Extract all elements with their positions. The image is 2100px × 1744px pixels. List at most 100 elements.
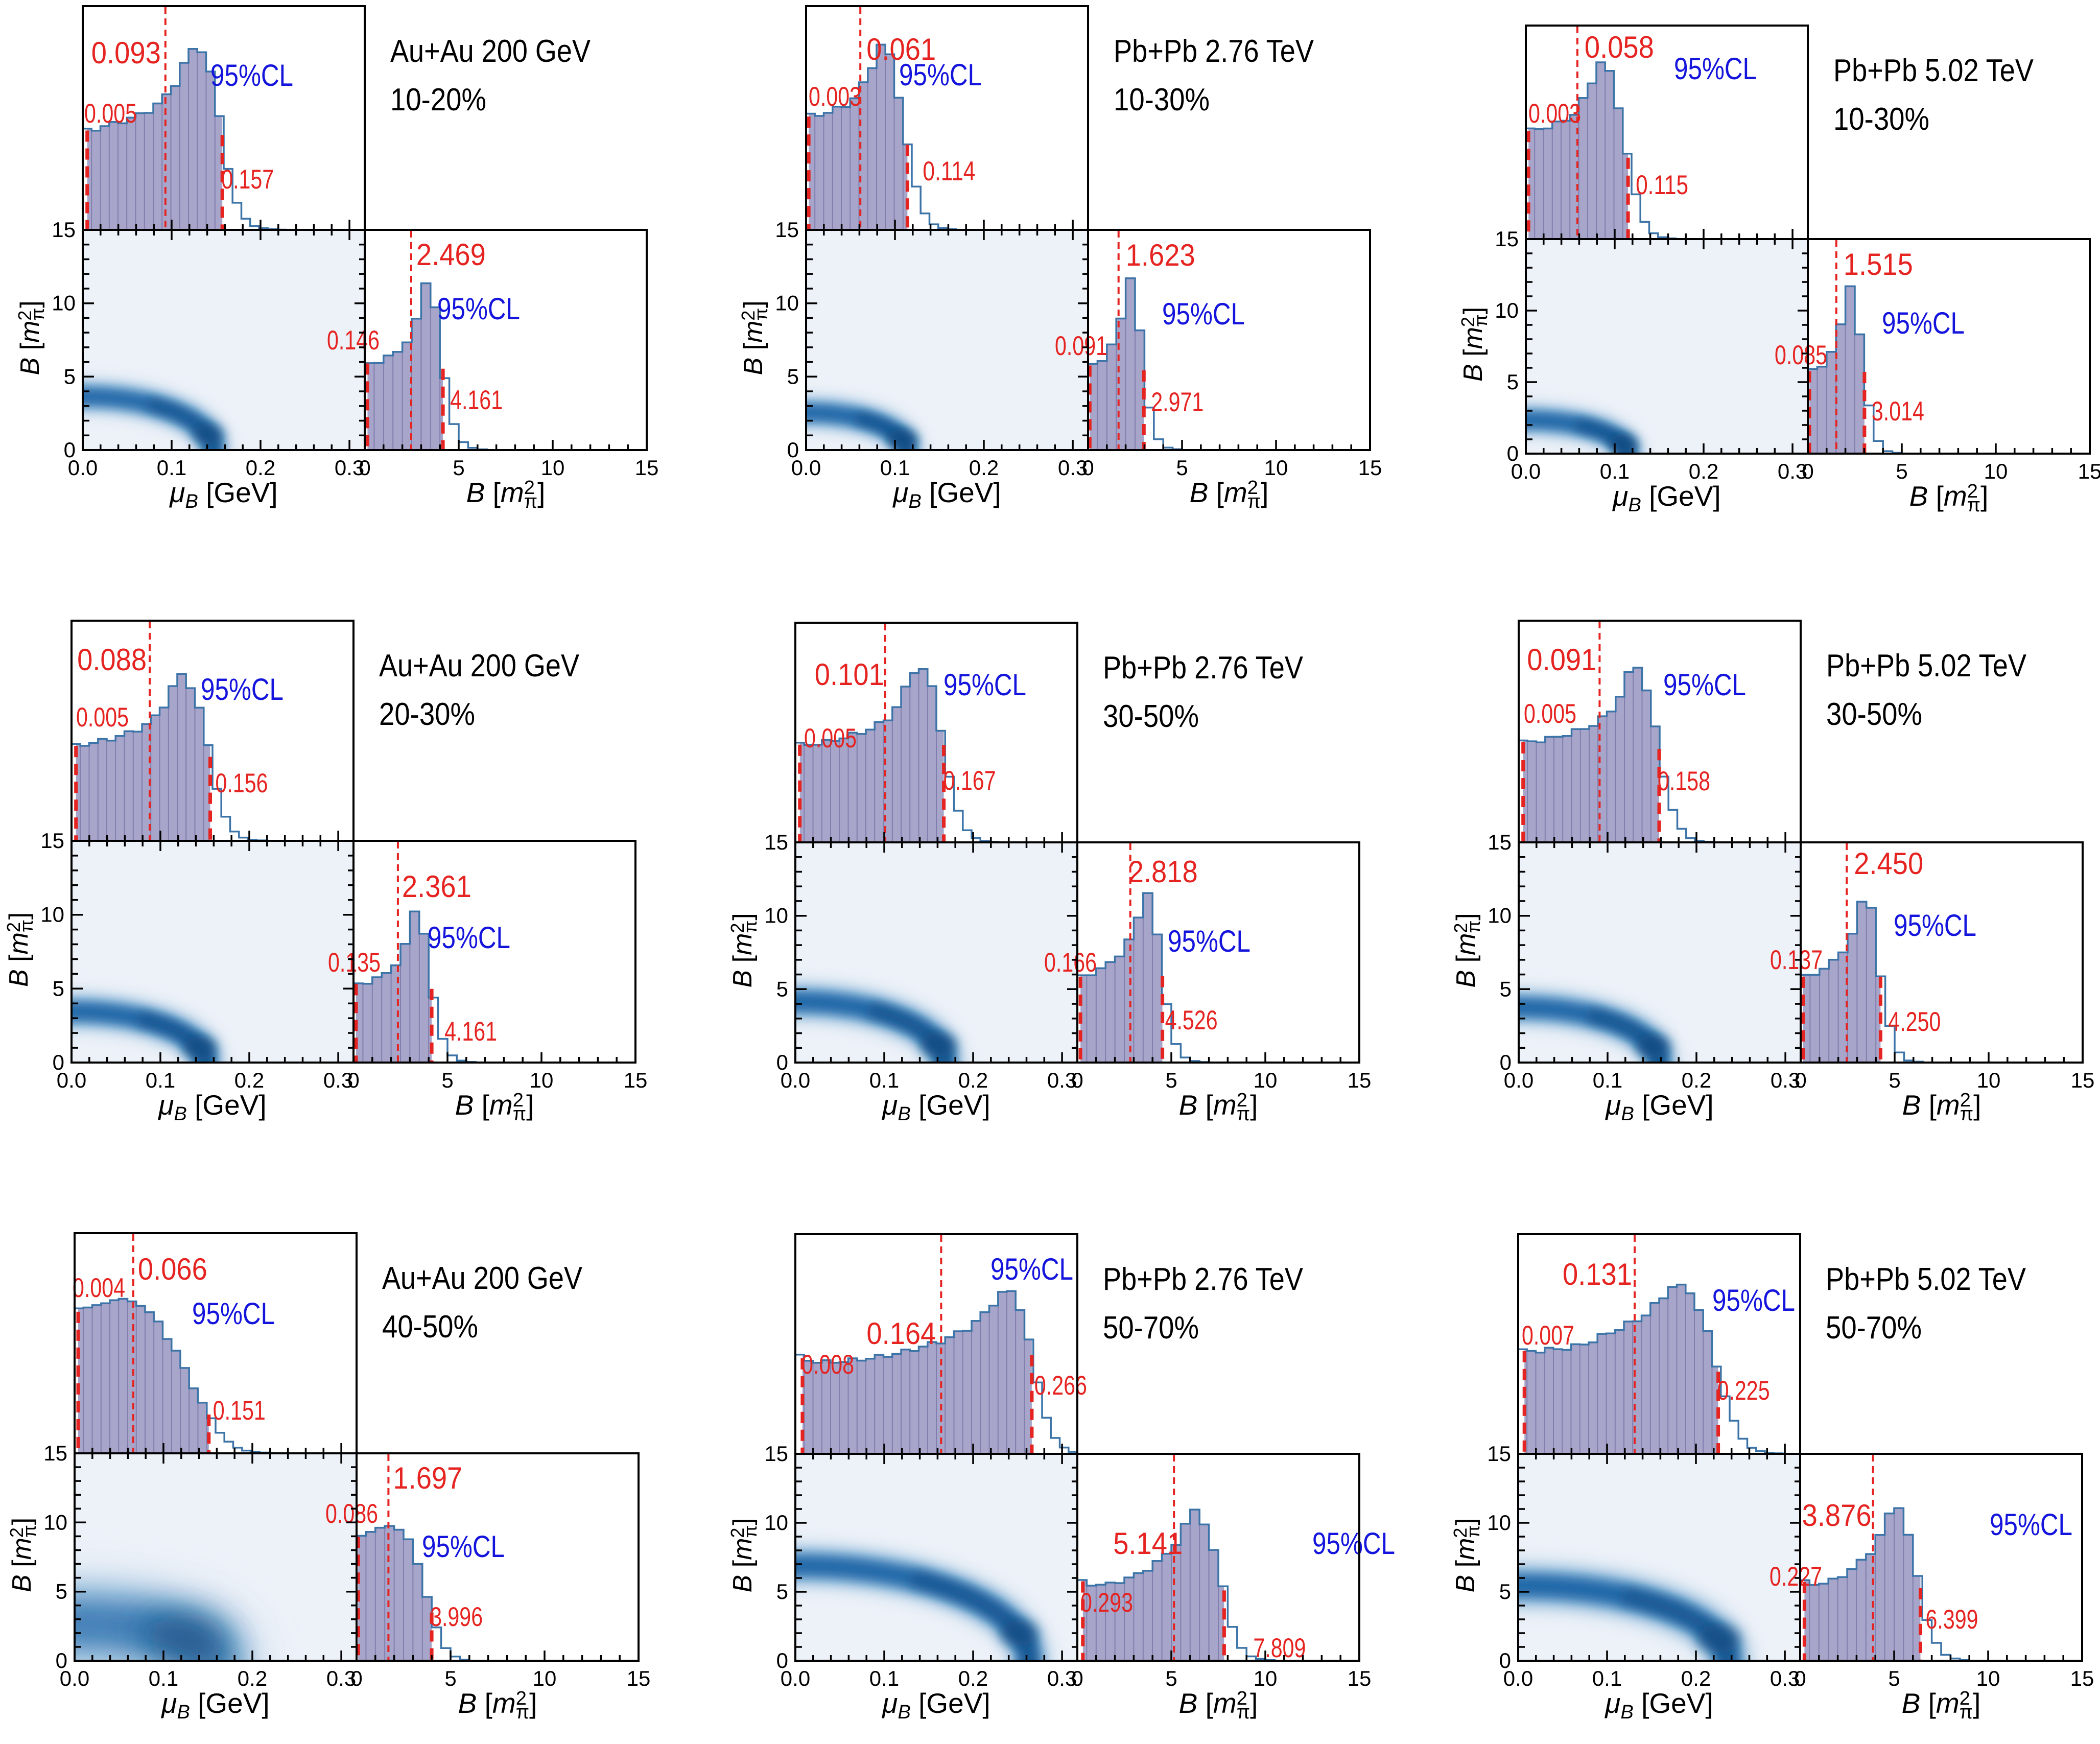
svg-text:4.161: 4.161 [450,385,503,415]
svg-text:4.250: 4.250 [1888,1007,1941,1037]
svg-text:μB [GeV]: μB [GeV] [1605,1089,1713,1125]
svg-text:0.2: 0.2 [234,1068,264,1092]
svg-text:0.091: 0.091 [1527,643,1596,677]
svg-text:10: 10 [1495,298,1519,322]
svg-text:10: 10 [1264,456,1288,480]
svg-text:0: 0 [53,1050,64,1074]
svg-text:5: 5 [1499,1580,1511,1604]
svg-text:0.266: 0.266 [1034,1371,1087,1401]
svg-text:Pb+Pb 2.76 TeV: Pb+Pb 2.76 TeV [1103,650,1304,686]
svg-text:95%CL: 95%CL [422,1529,505,1564]
svg-text:10: 10 [1976,1666,2000,1690]
svg-text:0: 0 [359,456,370,480]
svg-text:4.161: 4.161 [444,1017,497,1047]
svg-text:0.1: 0.1 [869,1068,899,1092]
svg-text:4.526: 4.526 [1165,1005,1218,1035]
svg-text:0.003: 0.003 [809,82,861,112]
svg-text:0.225: 0.225 [1717,1376,1770,1406]
svg-text:95%CL: 95%CL [899,58,982,92]
svg-text:10-30%: 10-30% [1114,82,1210,117]
svg-text:0.003: 0.003 [1528,99,1581,129]
svg-text:95%CL: 95%CL [1894,908,1976,942]
svg-text:0.2: 0.2 [1681,1666,1711,1690]
svg-text:Pb+Pb 5.02 TeV: Pb+Pb 5.02 TeV [1826,1262,2026,1297]
svg-text:Pb+Pb 5.02 TeV: Pb+Pb 5.02 TeV [1833,53,2034,88]
svg-text:0.227: 0.227 [1769,1562,1822,1592]
svg-text:0: 0 [1794,1666,1806,1690]
svg-text:Au+Au 200 GeV: Au+Au 200 GeV [382,1261,583,1296]
svg-text:μB [GeV]: μB [GeV] [881,1089,990,1125]
svg-text:10: 10 [52,291,76,315]
svg-text:5: 5 [1176,456,1188,480]
svg-text:B [m2π]: B [m2π] [1450,913,1484,987]
svg-text:5: 5 [1896,459,1907,483]
svg-text:0.061: 0.061 [866,32,936,66]
svg-text:2.818: 2.818 [1128,855,1198,889]
svg-text:7.809: 7.809 [1253,1633,1306,1663]
svg-text:0.157: 0.157 [221,164,274,195]
svg-text:1.515: 1.515 [1844,247,1913,281]
svg-text:5: 5 [1165,1068,1177,1092]
svg-text:0.1: 0.1 [1592,1666,1622,1690]
svg-text:2.450: 2.450 [1854,846,1923,881]
svg-text:5: 5 [444,1666,456,1690]
svg-text:95%CL: 95%CL [1674,52,1757,86]
svg-text:0.1: 0.1 [1593,1068,1622,1092]
svg-text:10: 10 [1984,459,2008,483]
svg-text:10: 10 [775,291,799,315]
svg-text:2.469: 2.469 [416,238,486,272]
svg-text:B [m2π]: B [m2π] [1457,307,1491,382]
svg-text:10: 10 [1254,1666,1278,1690]
svg-text:15: 15 [764,1442,788,1466]
svg-text:0.1: 0.1 [1600,459,1630,483]
svg-text:B [m2π]: B [m2π] [6,1518,40,1592]
svg-text:15: 15 [2078,459,2100,483]
svg-text:15: 15 [2070,1666,2094,1690]
svg-text:0.008: 0.008 [801,1350,854,1380]
svg-text:10: 10 [530,1068,554,1092]
svg-text:1.697: 1.697 [393,1461,462,1495]
svg-text:0: 0 [64,438,76,462]
svg-text:Pb+Pb 2.76 TeV: Pb+Pb 2.76 TeV [1103,1262,1304,1297]
svg-text:10: 10 [43,1510,67,1534]
svg-text:μB [GeV]: μB [GeV] [160,1687,269,1723]
svg-text:0.1: 0.1 [146,1068,175,1092]
svg-text:Pb+Pb 2.76 TeV: Pb+Pb 2.76 TeV [1114,34,1314,69]
svg-text:50-70%: 50-70% [1826,1310,1922,1346]
svg-text:Au+Au 200 GeV: Au+Au 200 GeV [390,34,591,69]
svg-text:0.066: 0.066 [138,1252,207,1286]
svg-text:μB [GeV]: μB [GeV] [157,1089,266,1125]
svg-text:15: 15 [635,456,659,480]
svg-text:B [m2π]: B [m2π] [1450,1518,1483,1592]
svg-text:95%CL: 95%CL [1168,924,1250,958]
svg-text:5: 5 [441,1068,453,1092]
svg-text:Au+Au 200 GeV: Au+Au 200 GeV [379,648,580,684]
svg-text:15: 15 [1348,1068,1372,1092]
svg-text:μB [GeV]: μB [GeV] [881,1687,990,1723]
svg-text:95%CL: 95%CL [1882,306,1965,340]
svg-text:0.3: 0.3 [1058,456,1088,480]
svg-text:0.1: 0.1 [869,1666,899,1690]
svg-text:0: 0 [787,438,799,462]
svg-text:0: 0 [1499,1648,1511,1672]
svg-text:0: 0 [1071,1666,1083,1690]
svg-text:B [m2π]: B [m2π] [455,1089,534,1125]
svg-text:95%CL: 95%CL [1663,668,1746,702]
svg-text:15: 15 [2071,1068,2095,1092]
svg-text:15: 15 [764,830,788,854]
svg-text:0.005: 0.005 [1524,699,1576,729]
svg-text:0: 0 [347,1068,359,1092]
svg-text:0.3: 0.3 [323,1068,353,1092]
svg-text:0.007: 0.007 [1522,1321,1574,1351]
svg-text:0.0: 0.0 [791,456,821,480]
svg-text:95%CL: 95%CL [428,921,510,955]
svg-text:0: 0 [1507,441,1519,465]
svg-text:10: 10 [1254,1068,1278,1092]
svg-text:5: 5 [53,976,64,1000]
svg-text:20-30%: 20-30% [379,697,475,732]
svg-text:3.996: 3.996 [430,1602,483,1632]
svg-text:0.004: 0.004 [73,1273,125,1303]
svg-text:0.0: 0.0 [1503,1666,1533,1690]
svg-text:0.088: 0.088 [77,643,147,677]
svg-text:0.2: 0.2 [246,456,275,480]
